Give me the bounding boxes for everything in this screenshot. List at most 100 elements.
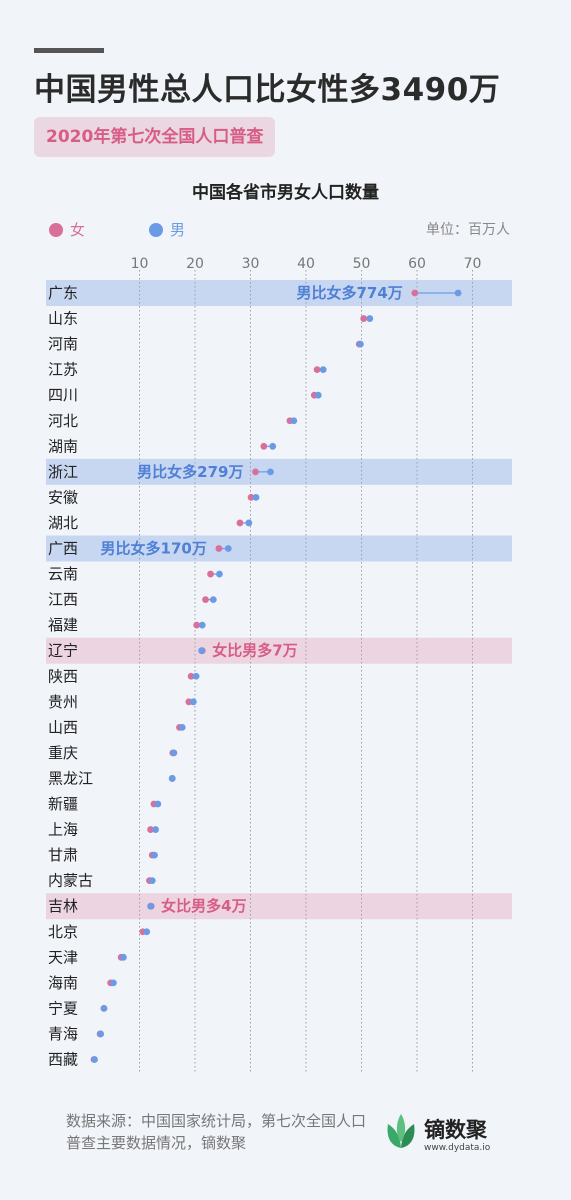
province-label: 辽宁 bbox=[48, 642, 78, 660]
male-dot bbox=[290, 417, 298, 425]
male-dot bbox=[178, 723, 186, 731]
male-dot bbox=[110, 979, 117, 987]
male-dot bbox=[216, 570, 223, 578]
province-label: 广东 bbox=[48, 284, 78, 302]
highlight-band-广西 bbox=[46, 535, 512, 562]
province-label: 浙江 bbox=[48, 463, 78, 481]
headline: 中国男性总人口比女性多3490万 bbox=[34, 72, 501, 108]
male-dot bbox=[267, 468, 274, 476]
male-dot bbox=[97, 1030, 105, 1038]
x-tick-30: 30 bbox=[242, 256, 260, 272]
male-dot bbox=[269, 442, 277, 450]
province-label: 黑龙江 bbox=[48, 769, 93, 787]
male-dot bbox=[209, 596, 217, 603]
male-dot bbox=[356, 340, 364, 348]
province-label: 海南 bbox=[48, 974, 78, 992]
male-dot bbox=[192, 672, 200, 680]
legend-female-label: 女 bbox=[70, 221, 85, 239]
male-dot bbox=[224, 545, 232, 552]
province-label: 四川 bbox=[48, 386, 78, 404]
male-dot bbox=[143, 928, 151, 936]
female-dot bbox=[247, 494, 255, 501]
male-dot bbox=[120, 953, 127, 961]
province-label: 重庆 bbox=[48, 744, 78, 762]
province-label: 陕西 bbox=[48, 667, 78, 685]
x-tick-70: 70 bbox=[464, 256, 482, 272]
male-dot bbox=[148, 877, 156, 885]
male-dot bbox=[170, 749, 178, 757]
province-label: 河南 bbox=[48, 335, 78, 353]
male-dot bbox=[100, 1005, 108, 1012]
province-label: 河北 bbox=[48, 412, 78, 430]
province-label: 广西 bbox=[48, 540, 78, 558]
male-dot bbox=[152, 826, 159, 833]
brand-name: 镝数聚 bbox=[424, 1118, 487, 1142]
annotation-广东: 男比女多774万 bbox=[296, 284, 402, 302]
census-badge: 2020年第七次全国人口普查 bbox=[34, 117, 276, 157]
female-dot bbox=[236, 519, 244, 527]
female-dot bbox=[411, 289, 419, 297]
female-dot bbox=[360, 315, 368, 322]
province-label: 湖南 bbox=[48, 437, 78, 455]
male-dot bbox=[198, 647, 206, 655]
province-label: 山东 bbox=[48, 310, 78, 328]
highlight-band-吉林 bbox=[46, 893, 512, 920]
top-rule bbox=[34, 48, 104, 53]
province-label: 湖北 bbox=[48, 514, 78, 532]
male-dot bbox=[245, 519, 253, 527]
province-label: 新疆 bbox=[48, 795, 78, 813]
province-label: 内蒙古 bbox=[48, 872, 93, 890]
province-label: 山西 bbox=[48, 718, 78, 736]
male-dot bbox=[198, 621, 206, 629]
province-label: 青海 bbox=[48, 1025, 78, 1043]
province-label: 云南 bbox=[48, 565, 78, 583]
female-dot bbox=[187, 672, 195, 680]
male-dot bbox=[314, 391, 322, 399]
male-dot bbox=[151, 851, 158, 859]
male-dot bbox=[366, 315, 374, 322]
annotation-浙江: 男比女多279万 bbox=[137, 463, 243, 481]
female-dot bbox=[313, 366, 321, 374]
highlight-band-浙江 bbox=[46, 458, 512, 485]
female-dot bbox=[193, 621, 201, 629]
province-label: 西藏 bbox=[48, 1051, 78, 1069]
female-dot bbox=[147, 826, 155, 833]
x-tick-10: 10 bbox=[131, 256, 149, 272]
male-dot bbox=[319, 366, 327, 374]
female-dot bbox=[207, 570, 214, 578]
province-label: 吉林 bbox=[48, 897, 78, 915]
male-dot bbox=[189, 698, 197, 706]
female-dot bbox=[252, 468, 259, 476]
male-dot bbox=[252, 494, 260, 501]
province-label: 江西 bbox=[48, 591, 78, 609]
legend-male-swatch bbox=[149, 223, 163, 237]
x-tick-20: 20 bbox=[186, 256, 204, 272]
legend-female-swatch bbox=[49, 223, 63, 237]
male-dot bbox=[147, 902, 155, 910]
province-label: 福建 bbox=[48, 616, 78, 634]
x-tick-40: 40 bbox=[297, 256, 315, 272]
province-label: 北京 bbox=[48, 923, 78, 941]
male-dot bbox=[91, 1056, 98, 1063]
province-label: 宁夏 bbox=[48, 999, 78, 1017]
highlight-band-辽宁 bbox=[46, 637, 512, 664]
province-label: 江苏 bbox=[48, 361, 78, 379]
province-label: 甘肃 bbox=[48, 846, 78, 864]
male-dot bbox=[168, 775, 176, 782]
province-label: 安徽 bbox=[48, 488, 78, 506]
x-tick-50: 50 bbox=[353, 256, 371, 272]
x-tick-60: 60 bbox=[408, 256, 426, 272]
annotation-辽宁: 女比男多7万 bbox=[212, 642, 297, 660]
female-dot bbox=[215, 545, 223, 552]
annotation-广西: 男比女多170万 bbox=[101, 540, 207, 558]
province-label: 贵州 bbox=[48, 693, 78, 711]
chart-title: 中国各省市男女人口数量 bbox=[192, 182, 379, 203]
province-label: 天津 bbox=[48, 948, 78, 966]
province-label: 上海 bbox=[48, 821, 78, 839]
male-dot bbox=[454, 289, 462, 297]
female-dot bbox=[260, 442, 268, 450]
brand-leaf-icon bbox=[387, 1114, 415, 1148]
legend-male-label: 男 bbox=[170, 221, 185, 239]
male-dot bbox=[154, 800, 162, 808]
